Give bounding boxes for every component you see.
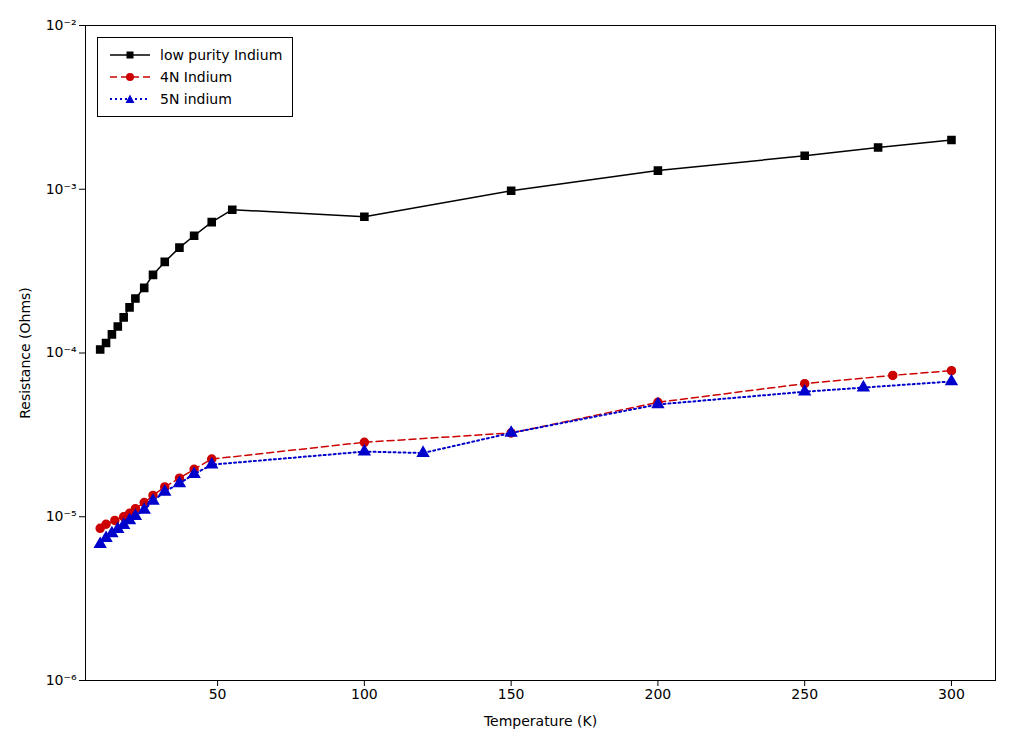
svg-text:Resistance (Ohms): Resistance (Ohms) (17, 287, 33, 419)
svg-text:50: 50 (209, 686, 227, 702)
svg-text:10⁻⁶: 10⁻⁶ (46, 672, 77, 688)
svg-text:10⁻³: 10⁻³ (46, 181, 77, 197)
svg-text:200: 200 (645, 686, 672, 702)
html-text:5N indium: 5N indium (160, 91, 232, 107)
svg-text:10⁻⁵: 10⁻⁵ (46, 508, 77, 524)
svg-text:300: 300 (938, 686, 965, 702)
svg-text:150: 150 (498, 686, 525, 702)
svg-text:Temperature (K): Temperature (K) (483, 713, 597, 729)
svg-text:250: 250 (791, 686, 818, 702)
html-text:low purity Indium: low purity Indium (160, 47, 283, 63)
svg-text:100: 100 (351, 686, 378, 702)
html-text:4N Indium: 4N Indium (160, 69, 233, 85)
svg-text:10⁻²: 10⁻² (46, 17, 77, 33)
svg-text:10⁻⁴: 10⁻⁴ (46, 344, 77, 360)
